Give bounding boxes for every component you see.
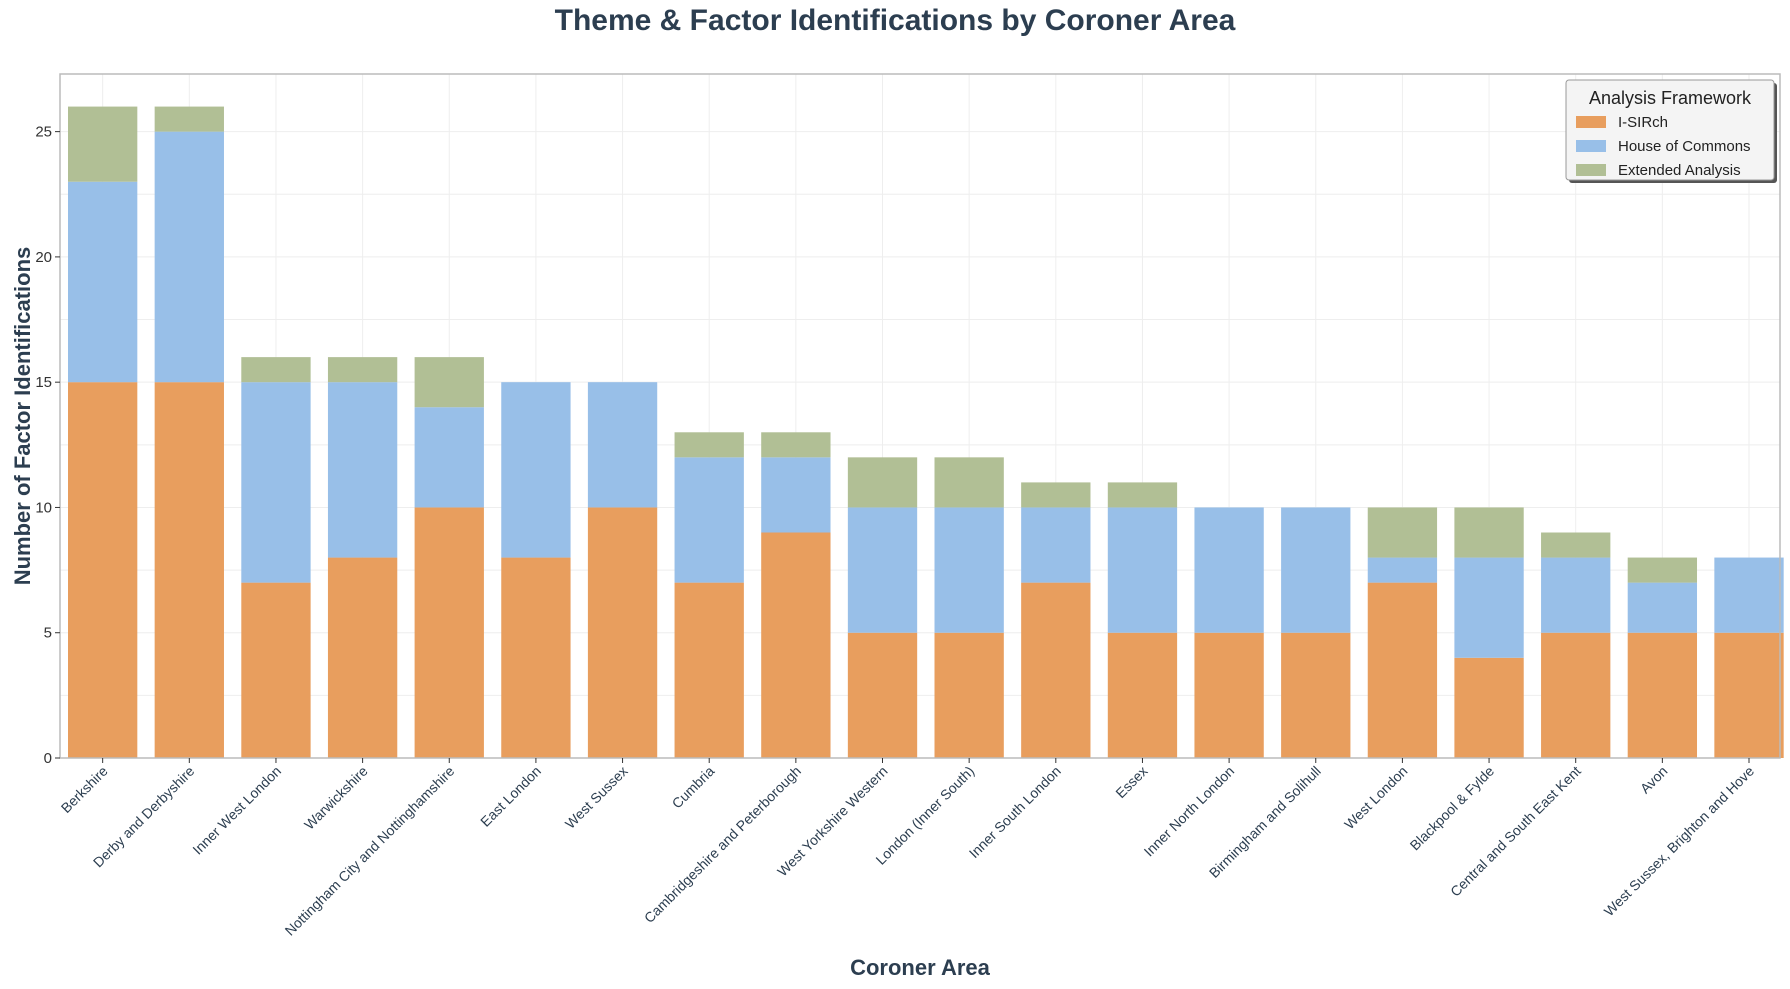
bar-segment — [501, 382, 571, 558]
bar-segment — [761, 432, 831, 458]
bar-segment — [1281, 507, 1351, 633]
bar-segment — [1194, 507, 1264, 633]
bar-segment — [68, 106, 138, 182]
bar-segment — [761, 532, 831, 758]
x-axis-title: Coroner Area — [850, 955, 991, 980]
bar-segment — [1454, 657, 1524, 758]
bar-segment — [1541, 632, 1611, 758]
legend-box — [1565, 79, 1775, 181]
bar-segment — [1714, 557, 1784, 633]
x-tick-label: London (Inner South) — [872, 763, 977, 868]
bar-segment — [934, 632, 1004, 758]
legend-swatch — [1576, 164, 1606, 176]
bar-segment — [847, 457, 918, 508]
bar-segment — [241, 357, 311, 383]
bar-segment — [1107, 482, 1178, 508]
bar-segment — [934, 507, 1004, 633]
bar-segment — [934, 457, 1004, 508]
x-tick-label: Warwickshire — [301, 763, 371, 833]
bar-segment — [327, 382, 398, 558]
bar-segment — [414, 507, 484, 758]
bar-segment — [1627, 557, 1698, 583]
y-tick-label: 20 — [35, 249, 52, 266]
legend-label: Extended Analysis — [1618, 162, 1741, 179]
x-tick-label: Avon — [1637, 763, 1671, 797]
legend-label: House of Commons — [1618, 138, 1751, 155]
bar-segment — [1021, 482, 1091, 508]
bar-segment — [587, 507, 658, 758]
y-axis-title: Number of Factor Identifications — [10, 247, 35, 586]
y-tick-label: 5 — [44, 625, 52, 642]
bar-segment — [1454, 557, 1524, 658]
bar-segment — [241, 382, 311, 583]
bar-segment — [154, 131, 224, 383]
legend-swatch — [1576, 116, 1606, 128]
y-tick-label: 15 — [35, 374, 52, 391]
x-tick-label: Cambridgeshire and Peterborough — [641, 763, 804, 926]
x-tick-label: West Sussex — [562, 763, 631, 832]
legend-items: I-SIRch House of Commons Extended Analysis — [1576, 114, 1751, 179]
bar-segment — [1367, 507, 1438, 558]
x-tick-label: Blackpool & Fylde — [1407, 763, 1498, 854]
bar-segment — [674, 457, 744, 583]
x-tick-label: Inner West London — [189, 763, 284, 858]
bars — [68, 106, 1784, 758]
bar-segment — [1627, 632, 1698, 758]
y-axis-ticks: 0 5 10 15 20 25 — [35, 124, 60, 767]
x-tick-label: Berkshire — [58, 763, 111, 816]
bar-segment — [327, 557, 398, 758]
bar-segment — [1541, 557, 1611, 633]
bar-segment — [1021, 507, 1091, 583]
bar-segment — [154, 382, 224, 758]
bar-segment — [1107, 632, 1178, 758]
bar-segment — [501, 557, 571, 758]
bar-segment — [1627, 582, 1698, 633]
y-tick-label: 25 — [35, 124, 52, 141]
bar-segment — [1021, 582, 1091, 758]
bar-segment — [327, 357, 398, 383]
bar-segment — [1714, 632, 1784, 758]
bar-segment — [414, 407, 484, 508]
legend: Analysis Framework I-SIRch House of Commo… — [1565, 79, 1777, 183]
x-tick-label: Nottingham City and Nottinghamshire — [282, 763, 458, 939]
legend-label: I-SIRch — [1618, 114, 1668, 131]
bar-segment — [241, 582, 311, 758]
x-tick-label: Inner North London — [1141, 763, 1238, 860]
chart-title: Theme & Factor Identifications by Corone… — [554, 4, 1236, 37]
bar-segment — [1281, 632, 1351, 758]
bar-segment — [68, 382, 138, 758]
bar-segment — [414, 357, 484, 408]
bar-segment — [847, 632, 918, 758]
y-tick-label: 10 — [35, 499, 52, 516]
bar-segment — [68, 181, 138, 383]
x-tick-label: East London — [477, 763, 544, 830]
x-tick-label: Cumbria — [669, 763, 718, 812]
bar-segment — [1194, 632, 1264, 758]
y-tick-label: 0 — [44, 750, 52, 767]
bar-segment — [1367, 582, 1438, 758]
plot-frame — [59, 73, 1781, 759]
bar-segment — [761, 457, 831, 533]
x-tick-label: Essex — [1112, 763, 1150, 801]
bar-segment — [674, 432, 744, 458]
x-tick-label: Inner South London — [966, 763, 1064, 861]
bar-segment — [154, 106, 224, 132]
bar-segment — [1367, 557, 1438, 583]
bar-segment — [1541, 532, 1611, 558]
bar-segment — [1454, 507, 1524, 558]
bar-segment — [674, 582, 744, 758]
bar-segment — [1107, 507, 1178, 633]
x-tick-label: West Sussex, Brighton and Hove — [1601, 763, 1758, 920]
legend-title: Analysis Framework — [1589, 88, 1752, 108]
legend-swatch — [1576, 140, 1606, 152]
x-tick-label: West London — [1341, 763, 1410, 832]
bar-segment — [847, 507, 918, 633]
bar-segment — [587, 382, 658, 508]
